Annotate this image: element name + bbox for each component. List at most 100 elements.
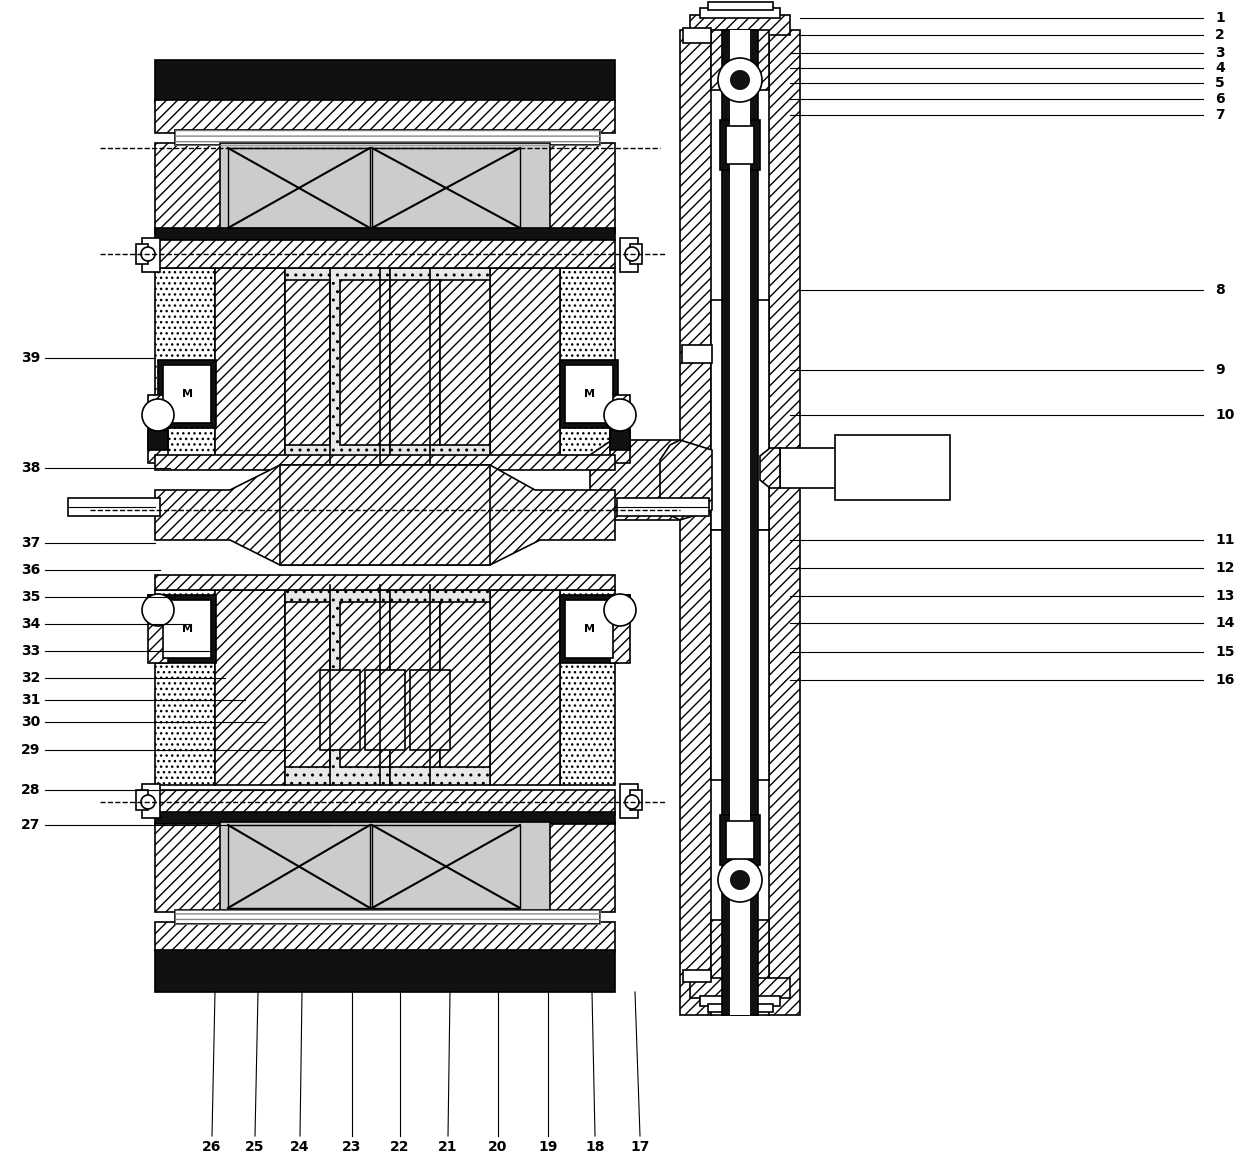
Bar [148,595,167,663]
Bar [285,591,391,785]
Text: 5: 5 [1215,76,1225,90]
Text: 24: 24 [290,1140,310,1154]
Text: 37: 37 [21,536,40,550]
Text: 32: 32 [21,671,40,685]
Text: 26: 26 [202,1140,222,1154]
Circle shape [604,594,636,626]
Polygon shape [760,448,780,488]
Bar [410,670,450,750]
Bar [155,950,615,992]
Bar [560,359,618,428]
Bar [560,591,615,785]
Bar [560,595,618,663]
Text: 8: 8 [1215,284,1225,296]
Text: 3: 3 [1215,46,1225,60]
Circle shape [730,871,750,890]
Bar [155,100,615,133]
Text: 13: 13 [1215,589,1234,603]
Text: M: M [181,624,192,634]
Text: 27: 27 [21,818,40,832]
Text: 29: 29 [21,743,40,757]
Circle shape [625,795,639,809]
Bar [708,2,773,11]
Text: 6: 6 [1215,92,1225,106]
Bar [155,240,615,268]
Bar [720,815,760,865]
Circle shape [625,247,639,261]
Bar [155,144,615,233]
Bar [630,244,642,264]
Bar [157,595,216,663]
Bar [835,435,950,499]
Text: 25: 25 [246,1140,265,1154]
Bar [365,670,405,750]
Bar [768,30,800,1015]
Polygon shape [590,440,680,520]
Bar [320,670,360,750]
Text: 1: 1 [1215,11,1225,25]
Polygon shape [660,440,712,520]
Circle shape [718,858,763,902]
Bar [680,30,712,1015]
Bar [711,920,769,980]
Circle shape [141,795,155,809]
Text: 10: 10 [1215,408,1234,422]
Bar [175,910,600,924]
Bar [155,575,615,591]
Bar [725,126,754,165]
Bar [148,429,167,450]
Bar [711,30,769,1015]
Circle shape [141,247,155,261]
Bar [391,602,440,767]
Text: 28: 28 [21,783,40,797]
Bar [780,448,839,488]
Bar [155,60,615,102]
Bar [565,365,613,422]
Bar [157,359,216,428]
Bar [610,429,630,450]
Bar [610,394,630,463]
Bar [228,148,370,228]
Bar [162,365,211,422]
Text: 12: 12 [1215,561,1235,575]
Bar [490,591,560,785]
Bar [620,238,639,272]
Bar [682,345,712,363]
Bar [143,238,160,272]
Bar [440,602,490,767]
Bar [155,812,615,824]
Bar [630,790,642,810]
Text: 38: 38 [21,461,40,475]
Text: 30: 30 [21,715,40,729]
Bar [683,970,711,981]
Text: M: M [584,624,594,634]
Bar [683,28,711,43]
Text: 19: 19 [538,1140,558,1154]
Circle shape [718,58,763,102]
Bar [215,268,285,463]
Text: 33: 33 [21,644,40,658]
Bar [68,498,160,516]
Bar [280,464,490,565]
Bar [175,130,600,145]
Bar [372,825,520,908]
Bar [155,268,215,463]
Bar [725,822,754,859]
Bar [155,922,615,952]
Bar [708,1004,773,1012]
Bar [689,978,790,998]
Bar [148,394,167,463]
Bar [722,30,758,1015]
Bar [391,591,490,785]
Bar [618,498,709,516]
Bar [143,784,160,818]
Bar [440,280,490,445]
Bar [175,910,600,924]
Text: 4: 4 [1215,61,1225,75]
Text: 9: 9 [1215,363,1225,377]
Bar [689,15,790,35]
Bar [701,995,780,1006]
Circle shape [143,399,174,431]
Bar [610,595,630,613]
Text: 17: 17 [630,1140,650,1154]
